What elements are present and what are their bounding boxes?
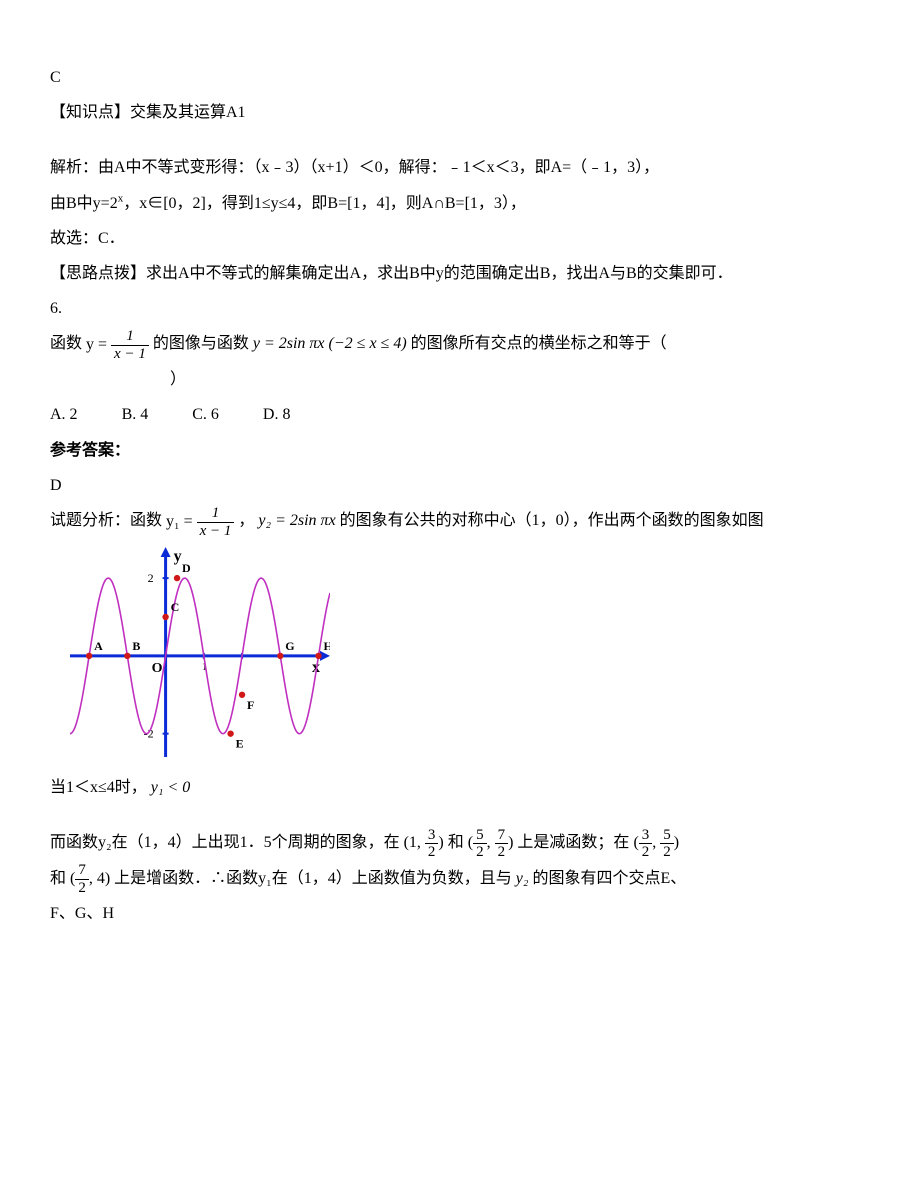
- q5-knowledge-tag: 【知识点】交集及其运算A1: [50, 95, 870, 130]
- denominator: 2: [660, 843, 674, 861]
- y2-eq: y₂ = 2sin πx: [258, 512, 335, 529]
- numerator: 3: [639, 827, 653, 844]
- q6-number: 6.: [50, 291, 870, 326]
- text: 当1＜x≤4时，: [50, 779, 147, 796]
- comma: ，: [238, 512, 254, 529]
- eq-lhs: y =: [86, 336, 107, 353]
- svg-text:y: y: [174, 548, 182, 565]
- q6-line-intervals-2: 和 (72, 4) 上是增函数．∴函数y₁在（1，4）上函数值为负数，且与 y₂…: [50, 861, 870, 896]
- svg-text:O: O: [152, 661, 163, 676]
- numerator: 1: [197, 505, 235, 522]
- svg-text:B: B: [132, 639, 140, 653]
- y2-symbol: y₂: [516, 870, 529, 887]
- text: 试题分析：函数: [50, 512, 162, 529]
- text: 的图像与函数: [153, 335, 249, 352]
- answer-label: 参考答案：: [50, 433, 870, 468]
- text: 的图象有公共的对称中心（1，0），作出两个函数的图象如图: [340, 512, 764, 529]
- q6-stem-close: ）: [50, 362, 870, 397]
- option-c: C. 6: [192, 397, 219, 432]
- denominator: 2: [425, 843, 439, 861]
- q5-explain-line3: 故选：C．: [50, 221, 870, 256]
- numerator: 3: [425, 827, 439, 844]
- numerator: 5: [660, 827, 674, 844]
- q5-explain-line1: 解析：由A中不等式变形得：（x﹣3）（x+1）＜0，解得：﹣1＜x＜3，即A=（…: [50, 150, 870, 185]
- function-graph: -22yxO1ABCDEFGH: [70, 547, 870, 770]
- spacer: [50, 805, 870, 825]
- q6-answer-letter: D: [50, 468, 870, 503]
- denominator: 2: [473, 843, 487, 861]
- numerator: 5: [473, 827, 487, 844]
- fraction: 32: [425, 827, 439, 861]
- option-b: B. 4: [122, 397, 149, 432]
- text: 上是减函数；在: [517, 834, 629, 851]
- q6-line-y1neg: 当1＜x≤4时， y₁ < 0: [50, 770, 870, 805]
- q5-tip: 【思路点拨】求出A中不等式的解集确定出A，求出B中y的范围确定出B，找出A与B的…: [50, 256, 870, 291]
- svg-text:A: A: [94, 639, 103, 653]
- spacer: [50, 130, 870, 150]
- text: 函数: [50, 335, 82, 352]
- q5-explain-line2: 由B中y=2x，x∈[0，2]，得到1≤y≤4，即B=[1，4]，则A∩B=[1…: [50, 186, 870, 221]
- text: 而函数y₂在（1，4）上出现1．5个周期的图象，在: [50, 834, 400, 851]
- fraction: 32: [639, 827, 653, 861]
- q6-analysis-line1: 试题分析：函数 y₁ = 1 x − 1 ， y₂ = 2sin πx 的图象有…: [50, 503, 870, 539]
- option-a: A. 2: [50, 397, 78, 432]
- fraction: 1 x − 1: [111, 328, 149, 362]
- text: 由B中y=2: [50, 195, 118, 212]
- svg-text:E: E: [236, 737, 244, 751]
- svg-text:C: C: [171, 600, 180, 614]
- denominator: 2: [495, 843, 509, 861]
- q6-options: A. 2 B. 4 C. 6 D. 8: [50, 397, 870, 432]
- q6-stem: 函数 y = 1 x − 1 的图像与函数 y = 2sin πx (−2 ≤ …: [50, 326, 870, 362]
- q6-line-intervals-1: 而函数y₂在（1，4）上出现1．5个周期的图象，在 (1, 32) 和 (52,…: [50, 825, 870, 860]
- text: 和: [50, 870, 66, 887]
- text: 上是增函数．∴函数y₁在（1，4）上函数值为负数，且与: [114, 870, 512, 887]
- svg-text:D: D: [182, 561, 191, 575]
- svg-text:F: F: [247, 698, 254, 712]
- numerator: 1: [111, 328, 149, 345]
- denominator: x − 1: [197, 522, 235, 540]
- numerator: 7: [495, 827, 509, 844]
- option-d: D. 8: [263, 397, 291, 432]
- denominator: x − 1: [111, 345, 149, 363]
- text: 的图象有四个交点E、: [532, 870, 686, 887]
- fraction: 1 x − 1: [197, 505, 235, 539]
- fraction: 72: [495, 827, 509, 861]
- text: 和: [448, 834, 464, 851]
- fraction: 52: [473, 827, 487, 861]
- svg-text:2: 2: [148, 571, 154, 585]
- fraction: 52: [660, 827, 674, 861]
- text: 的图像所有交点的横坐标之和等于（: [411, 335, 667, 352]
- fraction: 72: [75, 862, 89, 896]
- graph-svg: -22yxO1ABCDEFGH: [70, 547, 330, 757]
- svg-text:H: H: [324, 639, 330, 653]
- y1-lhs: y₁ =: [166, 513, 193, 530]
- denominator: 2: [75, 879, 89, 897]
- q5-answer-letter: C: [50, 60, 870, 95]
- q6-line-points-efgh: F、G、H: [50, 896, 870, 931]
- numerator: 7: [75, 862, 89, 879]
- y1-lt-0: y₁ < 0: [151, 779, 190, 796]
- eq2: y = 2sin πx (−2 ≤ x ≤ 4): [253, 335, 407, 352]
- svg-text:G: G: [285, 639, 294, 653]
- denominator: 2: [639, 843, 653, 861]
- text: ，x∈[0，2]，得到1≤y≤4，即B=[1，4]，则A∩B=[1，3），: [123, 195, 526, 212]
